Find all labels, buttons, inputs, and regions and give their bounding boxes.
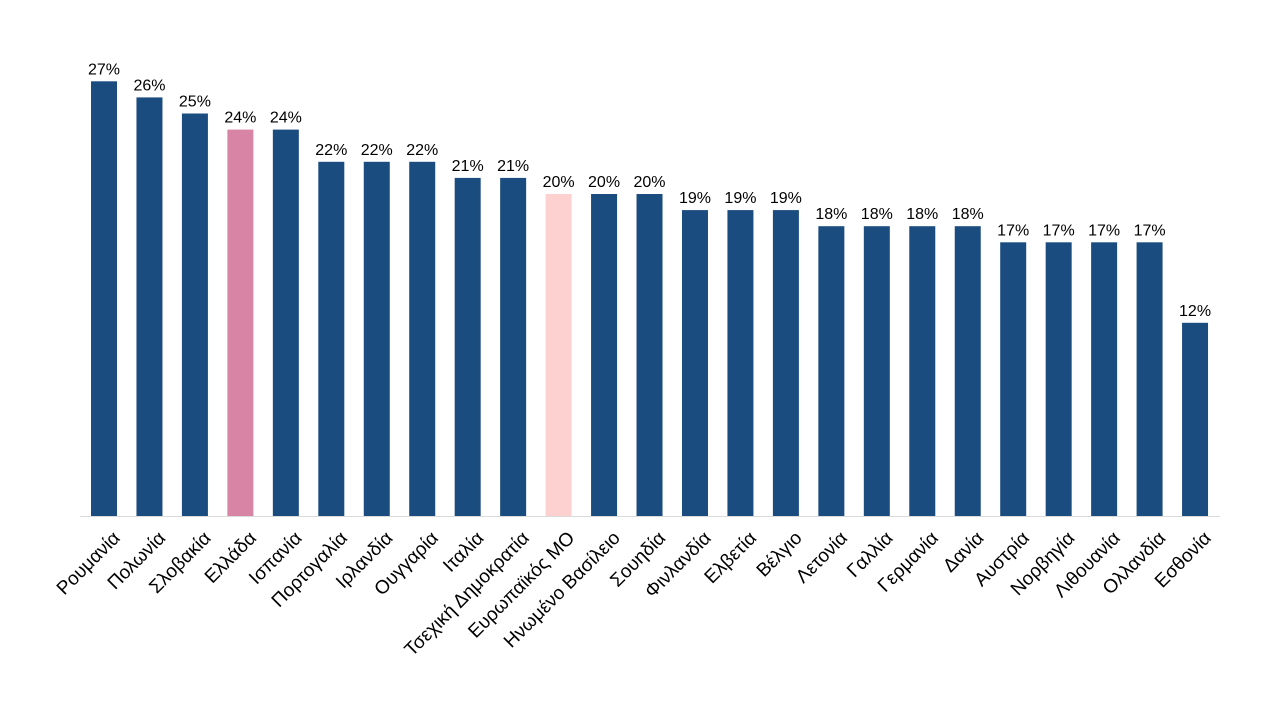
bar-value-label: 24% — [270, 110, 302, 127]
bar-value-label: 17% — [997, 222, 1029, 239]
category-label: Λετονία — [792, 528, 852, 588]
bar-22 — [1045, 242, 1072, 517]
bar-10 — [500, 177, 527, 516]
bar-8 — [409, 161, 436, 517]
bar-13 — [636, 194, 663, 516]
bar-value-label: 19% — [724, 190, 756, 207]
bar-value-label: 19% — [770, 190, 802, 207]
bar-value-label: 24% — [224, 110, 256, 127]
bar-1 — [91, 81, 117, 517]
bar-20 — [954, 226, 981, 516]
bar-value-label: 18% — [815, 206, 847, 223]
bar-16 — [772, 210, 799, 516]
bar-14 — [681, 210, 708, 516]
bar-17 — [818, 226, 845, 516]
bar-value-label: 18% — [906, 206, 938, 223]
bar-value-label: 25% — [179, 94, 211, 111]
bar-19 — [909, 226, 936, 516]
bar-3 — [181, 113, 208, 516]
bar-18 — [863, 226, 890, 516]
bar-value-label: 17% — [1043, 222, 1075, 239]
bar-value-label: 20% — [588, 174, 620, 191]
bar-5 — [272, 129, 299, 516]
bar-24 — [1136, 242, 1163, 517]
bar-value-label: 12% — [1179, 303, 1211, 320]
bar-value-label: 19% — [679, 190, 711, 207]
bar-7 — [363, 161, 390, 517]
bar-9 — [454, 177, 481, 516]
bar-value-label: 17% — [1134, 222, 1166, 239]
bars-layer — [91, 81, 1209, 517]
bar-value-label: 27% — [88, 61, 120, 78]
bar-6 — [318, 161, 345, 517]
bar-value-label: 22% — [361, 142, 393, 159]
bar-11 — [545, 194, 572, 516]
bar-25 — [1182, 322, 1209, 516]
bar-value-label: 18% — [952, 206, 984, 223]
value-labels-layer: 27% 26% 25% 24% 24% 22% 22% 22% 21% 21% 20% 20% 20% 1… — [88, 61, 1211, 320]
bar-value-label: 26% — [133, 77, 165, 94]
bar-23 — [1091, 242, 1118, 517]
bar-value-label: 20% — [543, 174, 575, 191]
bar-12 — [591, 194, 618, 516]
bar-2 — [136, 97, 163, 517]
bar-value-label: 21% — [497, 158, 529, 175]
bar-value-label: 21% — [452, 158, 484, 175]
bar-value-label: 17% — [1088, 222, 1120, 239]
bar-4 — [227, 129, 254, 516]
category-labels-layer: ΡουμανίαΠολωνίαΣλοβακίαΕλλάδαΙσπανίαΠορτ… — [53, 528, 1216, 661]
bar-value-label: 18% — [861, 206, 893, 223]
bar-value-label: 22% — [315, 142, 347, 159]
bar-value-label: 22% — [406, 142, 438, 159]
bar-21 — [1000, 242, 1027, 517]
bar-value-label: 20% — [634, 174, 666, 191]
bar-15 — [727, 210, 754, 516]
